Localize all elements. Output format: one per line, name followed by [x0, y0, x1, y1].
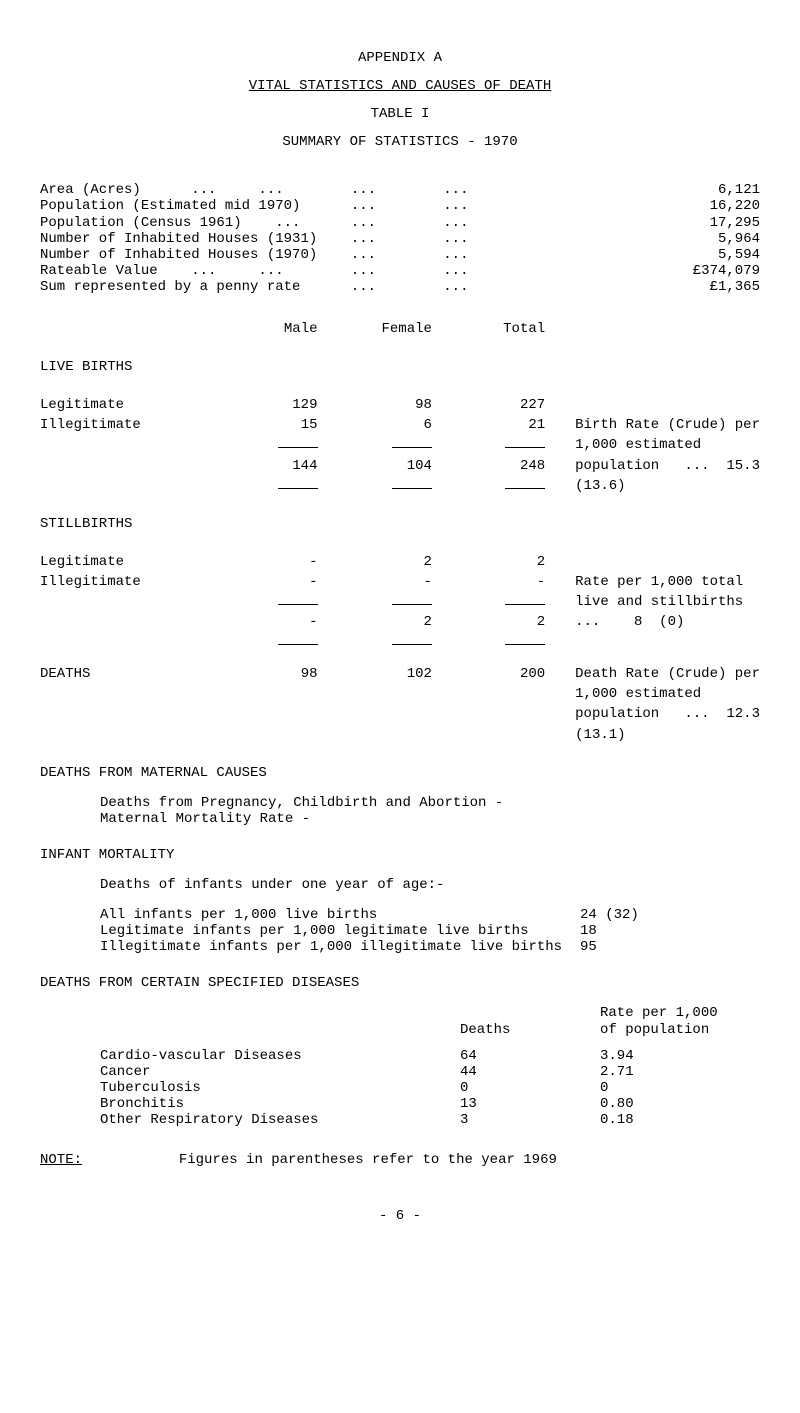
stat-label: Number of Inhabited Houses (1970) ... ..…	[40, 247, 468, 263]
note-line: live and stillbirths	[575, 592, 760, 612]
deaths-title: DEATHS	[40, 664, 174, 684]
cell: 200	[462, 664, 575, 684]
specified-title: DEATHS FROM CERTAIN SPECIFIED DISEASES	[40, 975, 760, 991]
disease-label: Other Respiratory Diseases	[40, 1112, 460, 1128]
note-line: 1,000 estimated	[575, 435, 760, 455]
cell: 129	[174, 395, 347, 415]
note-line: (13.1)	[575, 725, 760, 745]
stat-value: 5,594	[718, 247, 760, 263]
disease-deaths: 44	[460, 1064, 600, 1080]
disease-rate: 0.80	[600, 1096, 760, 1112]
stat-value: £1,365	[710, 279, 760, 295]
maternal-line: Deaths from Pregnancy, Childbirth and Ab…	[40, 795, 760, 811]
note-line: Birth Rate (Crude) per	[575, 415, 760, 435]
infant-row-value: 95	[580, 939, 760, 955]
note-line: 1,000 estimated	[575, 684, 760, 704]
disease-deaths: 64	[460, 1048, 600, 1064]
cell: 2	[348, 612, 462, 632]
col-header: of population	[600, 1022, 760, 1038]
row-label: Illegitimate	[40, 572, 174, 592]
note-line: population ... 12.3	[575, 704, 760, 724]
stat-label: Population (Census 1961) ... ... ...	[40, 215, 468, 231]
stat-value: 17,295	[710, 215, 760, 231]
cell: 21	[462, 415, 575, 435]
maternal-title: DEATHS FROM MATERNAL CAUSES	[40, 765, 760, 781]
stat-value: 16,220	[710, 198, 760, 214]
note-line: population ... 15.3	[575, 456, 760, 476]
table-label: TABLE I	[40, 106, 760, 122]
infant-row-value: 18	[580, 923, 760, 939]
disease-rate: 0.18	[600, 1112, 760, 1128]
cell: 248	[462, 456, 575, 476]
disease-deaths: 3	[460, 1112, 600, 1128]
cell: 104	[348, 456, 462, 476]
note-text: Figures in parentheses refer to the year…	[179, 1152, 557, 1168]
note-line: Death Rate (Crude) per	[575, 664, 760, 684]
cell: -	[348, 572, 462, 592]
cell: 98	[174, 664, 347, 684]
stat-value: 6,121	[718, 182, 760, 198]
note-line: (13.6)	[575, 476, 760, 496]
cell: 15	[174, 415, 347, 435]
disease-rate: 0	[600, 1080, 760, 1096]
area-stats: Area (Acres) ... ... ... ... 6,121 Popula…	[40, 182, 760, 295]
row-label: Legitimate	[40, 552, 174, 572]
infant-title: INFANT MORTALITY	[40, 847, 760, 863]
col-male: Male	[174, 319, 347, 339]
disease-label: Cancer	[40, 1064, 460, 1080]
infant-row-label: All infants per 1,000 live births	[100, 907, 580, 923]
note-line: Rate per 1,000 total	[575, 572, 760, 592]
cell: -	[174, 612, 347, 632]
infant-intro: Deaths of infants under one year of age:…	[40, 877, 760, 893]
infant-row-label: Legitimate infants per 1,000 legitimate …	[100, 923, 580, 939]
live-births-title: LIVE BIRTHS	[40, 357, 760, 377]
stat-label: Rateable Value ... ... ... ...	[40, 263, 468, 279]
disease-deaths: 0	[460, 1080, 600, 1096]
stat-value: 5,964	[718, 231, 760, 247]
stat-label: Sum represented by a penny rate ... ...	[40, 279, 468, 295]
disease-rate: 2.71	[600, 1064, 760, 1080]
infant-row-value: 24 (32)	[580, 907, 760, 923]
cell: 2	[348, 552, 462, 572]
births-table: Male Female Total LIVE BIRTHS Legitimate…	[40, 319, 760, 745]
cell: -	[462, 572, 575, 592]
cell: 144	[174, 456, 347, 476]
footnote: NOTE: Figures in parentheses refer to th…	[40, 1152, 760, 1168]
cell: -	[174, 552, 347, 572]
disease-label: Tuberculosis	[40, 1080, 460, 1096]
note-line: ... 8 (0)	[575, 612, 760, 632]
doc-title: VITAL STATISTICS AND CAUSES OF DEATH	[40, 78, 760, 94]
appendix-label: APPENDIX A	[40, 50, 760, 66]
row-label: Illegitimate	[40, 415, 174, 435]
stat-label: Population (Estimated mid 1970) ... ...	[40, 198, 468, 214]
cell: 98	[348, 395, 462, 415]
stat-label: Number of Inhabited Houses (1931) ... ..…	[40, 231, 468, 247]
cell: 227	[462, 395, 575, 415]
col-female: Female	[348, 319, 462, 339]
cell: 102	[348, 664, 462, 684]
summary-label: SUMMARY OF STATISTICS - 1970	[40, 134, 760, 150]
cell: 6	[348, 415, 462, 435]
disease-deaths: 13	[460, 1096, 600, 1112]
cell: -	[174, 572, 347, 592]
disease-rate: 3.94	[600, 1048, 760, 1064]
col-header: Rate per 1,000	[600, 1005, 760, 1021]
stillbirths-title: STILLBIRTHS	[40, 514, 760, 534]
infant-row-label: Illegitimate infants per 1,000 illegitim…	[100, 939, 580, 955]
disease-label: Cardio-vascular Diseases	[40, 1048, 460, 1064]
col-header: Deaths	[460, 1022, 600, 1038]
cell: 2	[462, 552, 575, 572]
stat-label: Area (Acres) ... ... ... ...	[40, 182, 468, 198]
page-number: - 6 -	[40, 1208, 760, 1224]
cell: 2	[462, 612, 575, 632]
note-label: NOTE:	[40, 1152, 82, 1168]
maternal-line: Maternal Mortality Rate -	[40, 811, 760, 827]
stat-value: £374,079	[693, 263, 760, 279]
col-total: Total	[462, 319, 575, 339]
disease-label: Bronchitis	[40, 1096, 460, 1112]
row-label: Legitimate	[40, 395, 174, 415]
